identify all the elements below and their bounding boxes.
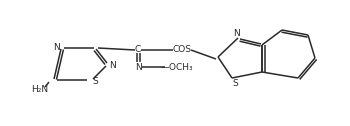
Text: S: S — [92, 77, 98, 87]
Text: N: N — [233, 28, 239, 38]
Text: —OCH₃: —OCH₃ — [161, 62, 193, 71]
Text: N: N — [52, 43, 60, 53]
Text: S: S — [232, 80, 238, 88]
Text: N: N — [110, 60, 116, 70]
Text: C: C — [135, 45, 141, 55]
Text: N: N — [135, 62, 141, 71]
Text: H₂N: H₂N — [32, 86, 49, 94]
Text: COS: COS — [173, 45, 191, 55]
